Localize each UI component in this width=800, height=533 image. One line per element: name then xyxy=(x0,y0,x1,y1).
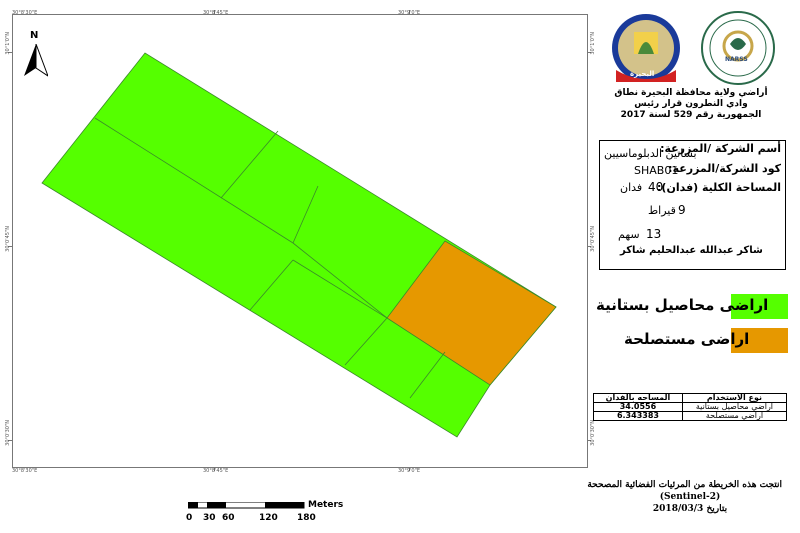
coord-label-top: 30°8'30"E xyxy=(12,10,38,16)
scale-tick: 120 xyxy=(259,513,278,523)
tick-mark xyxy=(214,10,215,14)
company-label: أسم الشركة /المزرعة: xyxy=(660,142,781,155)
orchard-parcel[interactable] xyxy=(41,52,557,438)
tick-mark xyxy=(587,52,591,53)
tick-mark xyxy=(409,467,410,471)
governorate-logo-text: البحيرة xyxy=(630,70,655,78)
parcels-map xyxy=(41,52,557,438)
tick-mark xyxy=(214,467,215,471)
footer-line: بتاريخ 2018/03/3 xyxy=(652,504,728,514)
title-line: وادي النطرون قرار رئيس xyxy=(634,99,748,109)
cell-area: 6.343383 xyxy=(593,411,683,421)
scale-bar xyxy=(188,502,305,509)
scale-tick: 30 xyxy=(203,513,216,523)
legend-swatch-reclaimed xyxy=(731,328,788,353)
legend-label-reclaimed: اراضى مستصلحة xyxy=(624,330,750,348)
narss-logo-text: NARSS xyxy=(725,56,748,63)
title-line: أراضي ولاية محافظة البحيرة نطاق xyxy=(614,88,768,98)
scale-tick: 180 xyxy=(297,513,316,523)
coord-label-bottom: 30°9'0"E xyxy=(398,468,421,474)
reclaimed-parcel[interactable] xyxy=(386,240,557,386)
farm-info-box: أسم الشركة /المزرعة: بساتين الدبلوماسيين… xyxy=(599,140,786,270)
cell-land-use: اراضي مستصلحة xyxy=(681,411,788,421)
north-arrow-icon xyxy=(24,44,48,77)
sahm-value: 13 xyxy=(646,227,662,241)
table-row: 6.343383 اراضي مستصلحة xyxy=(593,411,788,421)
coord-label-top: 30°8'45"E xyxy=(203,10,229,16)
north-label: N xyxy=(30,30,39,41)
coord-label-bottom: 30°8'30"E xyxy=(12,468,38,474)
tick-mark xyxy=(8,52,12,53)
company-value: بساتين الدبلوماسيين xyxy=(604,147,697,160)
scale-unit: Meters xyxy=(308,500,344,510)
area-label: المساحة الكلية (فدان): xyxy=(657,181,781,194)
parcel-boundaries xyxy=(94,117,446,399)
governorate-logo xyxy=(612,14,680,82)
feddan-unit: فدان xyxy=(620,181,643,194)
legend-label-orchard: اراضى محاصيل بستانية xyxy=(596,296,769,314)
feddan-value: 40 xyxy=(648,180,664,194)
tick-mark xyxy=(587,246,591,247)
tick-mark xyxy=(409,10,410,14)
tick-mark xyxy=(8,440,12,441)
narss-logo xyxy=(701,11,775,85)
scale-tick: 0 xyxy=(186,513,193,523)
legend-swatch-orchard xyxy=(731,294,788,319)
tick-mark xyxy=(8,246,12,247)
coord-label-bottom: 30°8'45"E xyxy=(203,468,229,474)
qirat-value: 9 xyxy=(678,203,686,217)
sahm-unit: سهم xyxy=(618,228,640,241)
footer-line: (Sentinel-2) xyxy=(659,492,721,502)
map-title: أراضي ولاية محافظة البحيرة نطاق وادي الن… xyxy=(600,88,782,121)
tick-mark xyxy=(587,440,591,441)
coord-label-top: 30°9'0"E xyxy=(398,10,421,16)
code-value: SHAB01 xyxy=(634,164,679,177)
footer-line: انتجت هذه الخريطة من المرئيات الفضائية ا… xyxy=(587,480,782,490)
area-table: المساحه بالفدان نوع الاستخدام 34.0556 ار… xyxy=(593,393,788,421)
code-label: كود الشركة/المزرعة: xyxy=(668,162,781,175)
title-line: الجمهورية رقم 529 لسنة 2017 xyxy=(620,110,762,120)
owner-name: شاكر عبدالله عبدالحليم شاكر xyxy=(620,245,763,256)
scale-tick: 60 xyxy=(222,513,235,523)
qirat-unit: قيراط xyxy=(648,204,676,217)
